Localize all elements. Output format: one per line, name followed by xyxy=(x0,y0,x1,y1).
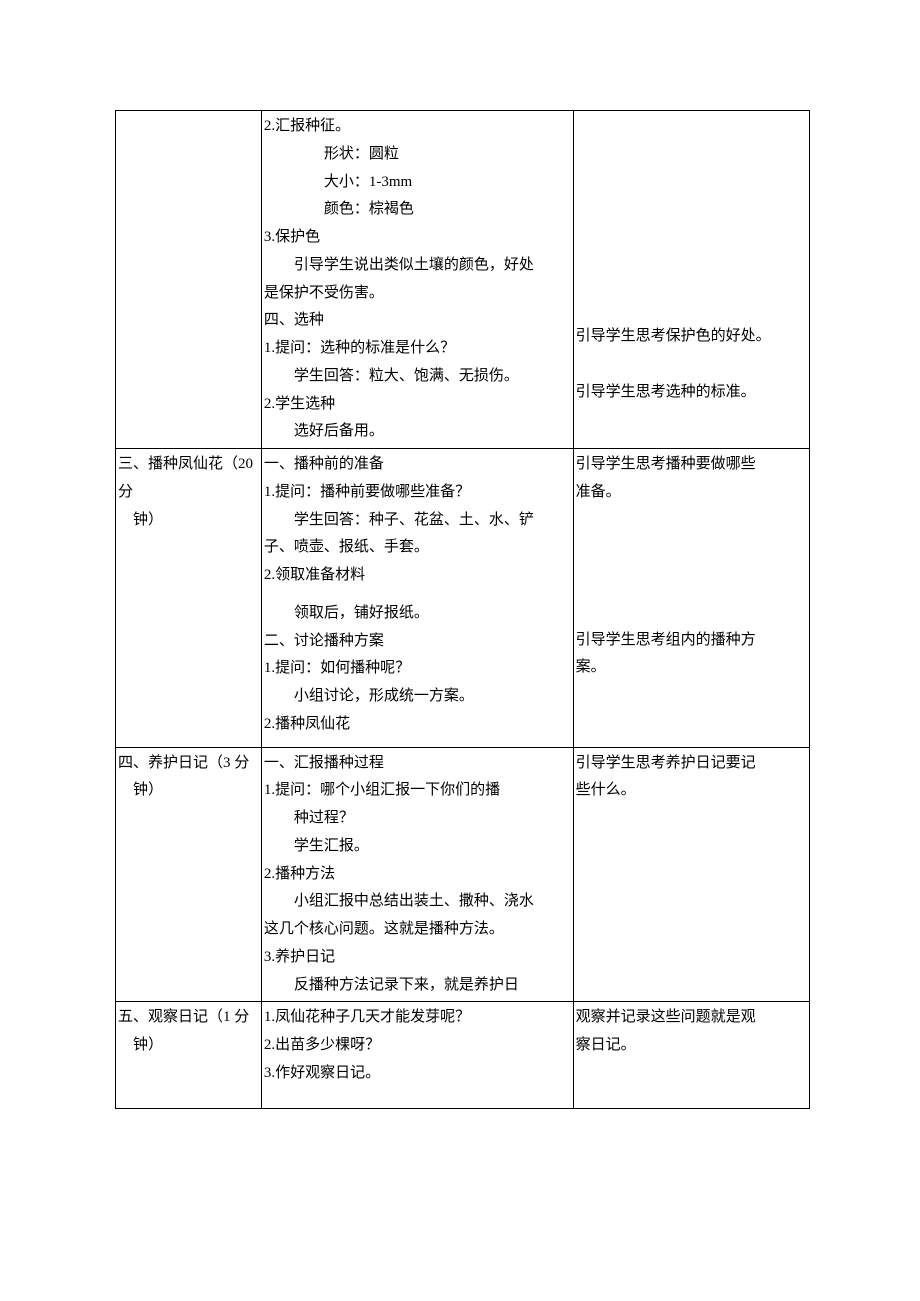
cell-intent: 引导学生思考保护色的好处。 引导学生思考选种的标准。 xyxy=(573,111,809,449)
cell-stage: 四、养护日记（3 分 钟） xyxy=(116,747,262,1002)
text-line: 一、播种前的准备 xyxy=(264,451,571,479)
text-line: 是保护不受伤害。 xyxy=(264,280,571,308)
text-line: 反播种方法记录下来，就是养护日 xyxy=(264,972,571,1000)
text-line: 学生汇报。 xyxy=(264,833,571,861)
spacer xyxy=(576,113,807,323)
text-line: 形状：圆粒 xyxy=(264,141,571,169)
text-line: 学生回答：种子、花盆、土、水、铲 xyxy=(264,507,571,535)
cell-activity: 一、播种前的准备 1.提问：播种前要做哪些准备？ 学生回答：种子、花盆、土、水、… xyxy=(261,449,573,748)
spacer-line xyxy=(264,1088,571,1106)
text-line: 3.保护色 xyxy=(264,224,571,252)
text-line: 引导学生思考组内的播种方 xyxy=(576,627,807,655)
text-line: 引导学生思考选种的标准。 xyxy=(576,379,807,407)
text-line: 种过程？ xyxy=(264,805,571,833)
text-line: 2.播种方法 xyxy=(264,861,571,889)
text-line: 引导学生说出类似土壤的颜色，好处 xyxy=(264,252,571,280)
text-line: 3.养护日记 xyxy=(264,944,571,972)
cell-activity: 1.凤仙花种子几天才能发芽呢？ 2.出苗多少棵呀？ 3.作好观察日记。 xyxy=(261,1002,573,1108)
lesson-plan-table: 2.汇报种征。 形状：圆粒 大小：1-3mm 颜色：棕褐色 3.保护色 引导学生… xyxy=(115,110,810,1109)
cell-stage: 五、观察日记（1 分 钟） xyxy=(116,1002,262,1108)
text-line: 2.学生选种 xyxy=(264,391,571,419)
text-line: 颜色：棕褐色 xyxy=(264,196,571,224)
cell-intent: 引导学生思考养护日记要记 些什么。 xyxy=(573,747,809,1002)
text-line: 大小：1-3mm xyxy=(264,169,571,197)
text-line: 些什么。 xyxy=(576,777,807,805)
text-line: 察日记。 xyxy=(576,1032,807,1060)
spacer-line xyxy=(264,590,571,600)
text-line: 1.提问：播种前要做哪些准备？ xyxy=(264,479,571,507)
text-line: 2.汇报种征。 xyxy=(264,113,571,141)
table-row: 三、播种凤仙花（20 分 钟） 一、播种前的准备 1.提问：播种前要做哪些准备？… xyxy=(116,449,810,748)
cell-activity: 一、汇报播种过程 1.提问：哪个小组汇报一下你们的播 种过程？ 学生汇报。 2.… xyxy=(261,747,573,1002)
text-line: 2.出苗多少棵呀？ xyxy=(264,1032,571,1060)
text-line: 学生回答：粒大、饱满、无损伤。 xyxy=(264,363,571,391)
text-line: 2.播种凤仙花 xyxy=(264,711,571,739)
text-line: 1.提问：选种的标准是什么？ xyxy=(264,335,571,363)
text-line: 3.作好观察日记。 xyxy=(264,1060,571,1088)
text-line: 小组汇报中总结出装土、撒种、浇水 xyxy=(264,888,571,916)
cell-intent: 引导学生思考播种要做哪些 准备。 引导学生思考组内的播种方 案。 xyxy=(573,449,809,748)
text-line: 领取后，铺好报纸。 xyxy=(264,600,571,628)
text-line: 子、喷壶、报纸、手套。 xyxy=(264,534,571,562)
text-line: 引导学生思考播种要做哪些 xyxy=(576,451,807,479)
spacer-line xyxy=(264,739,571,745)
table-row: 四、养护日记（3 分 钟） 一、汇报播种过程 1.提问：哪个小组汇报一下你们的播… xyxy=(116,747,810,1002)
text-line: 1.提问：如何播种呢？ xyxy=(264,655,571,683)
cell-stage xyxy=(116,111,262,449)
text-line: 案。 xyxy=(576,654,807,682)
cell-activity: 2.汇报种征。 形状：圆粒 大小：1-3mm 颜色：棕褐色 3.保护色 引导学生… xyxy=(261,111,573,449)
cell-intent: 观察并记录这些问题就是观 察日记。 xyxy=(573,1002,809,1108)
document-page: 2.汇报种征。 形状：圆粒 大小：1-3mm 颜色：棕褐色 3.保护色 引导学生… xyxy=(0,0,920,1109)
text-line: 观察并记录这些问题就是观 xyxy=(576,1004,807,1032)
text-line: 选好后备用。 xyxy=(264,418,571,446)
text-line: 这几个核心问题。这就是播种方法。 xyxy=(264,916,571,944)
spacer-line xyxy=(576,351,807,379)
text-line: 钟） xyxy=(118,777,259,805)
text-line: 一、汇报播种过程 xyxy=(264,750,571,778)
text-line: 引导学生思考养护日记要记 xyxy=(576,750,807,778)
text-line: 1.凤仙花种子几天才能发芽呢？ xyxy=(264,1004,571,1032)
text-line: 钟） xyxy=(118,1032,259,1060)
text-line: 钟） xyxy=(118,507,259,535)
table-row: 五、观察日记（1 分 钟） 1.凤仙花种子几天才能发芽呢？ 2.出苗多少棵呀？ … xyxy=(116,1002,810,1108)
text-line: 二、讨论播种方案 xyxy=(264,628,571,656)
text-line: 准备。 xyxy=(576,479,807,507)
text-line: 1.提问：哪个小组汇报一下你们的播 xyxy=(264,777,571,805)
spacer xyxy=(576,507,807,627)
text-line: 三、播种凤仙花（20 分 xyxy=(118,451,259,507)
text-line: 五、观察日记（1 分 xyxy=(118,1004,259,1032)
text-line: 引导学生思考保护色的好处。 xyxy=(576,323,807,351)
text-line: 2.领取准备材料 xyxy=(264,562,571,590)
table-row: 2.汇报种征。 形状：圆粒 大小：1-3mm 颜色：棕褐色 3.保护色 引导学生… xyxy=(116,111,810,449)
text-line: 四、选种 xyxy=(264,307,571,335)
cell-stage: 三、播种凤仙花（20 分 钟） xyxy=(116,449,262,748)
text-line: 小组讨论，形成统一方案。 xyxy=(264,683,571,711)
text-line: 四、养护日记（3 分 xyxy=(118,750,259,778)
